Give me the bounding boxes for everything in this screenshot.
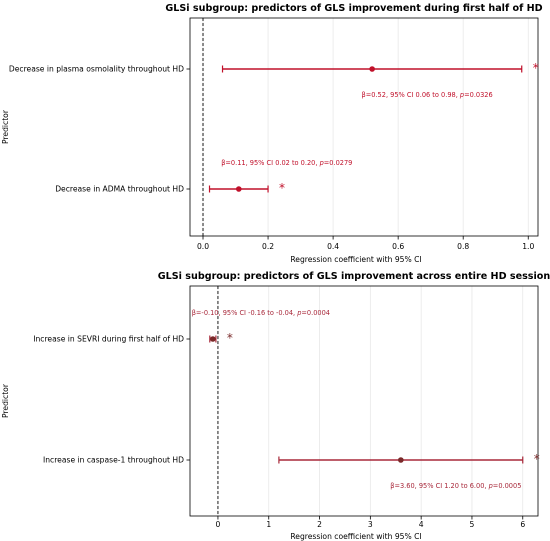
y-tick-label: Decrease in plasma osmolality throughout…: [9, 65, 184, 74]
x-tick-label: 3: [368, 520, 373, 529]
significance-star: *: [534, 452, 540, 466]
x-tick-label: 0.0: [197, 242, 209, 251]
point-estimate: [398, 457, 404, 463]
x-tick-label: 0.4: [327, 242, 339, 251]
significance-star: *: [533, 61, 539, 75]
x-tick-label: 5: [470, 520, 475, 529]
chart-title: GLSi subgroup: predictors of GLS improve…: [165, 3, 542, 14]
y-axis-label: Predictor: [1, 383, 10, 418]
axes-frame: [189, 17, 539, 237]
x-tick-label: 1.0: [522, 242, 534, 251]
y-tick-label: Increase in SEVRI during first half of H…: [33, 335, 184, 344]
significance-star: *: [227, 331, 233, 345]
x-tick-label: 0.2: [262, 242, 274, 251]
y-tick-label: Decrease in ADMA throughout HD: [55, 185, 184, 194]
x-tick-label: 6: [520, 520, 525, 529]
significance-star: *: [279, 181, 285, 195]
annotation-label: β=-0.10, 95% CI -0.16 to -0.04, p=0.0004: [192, 309, 330, 317]
x-tick-label: 2: [317, 520, 322, 529]
panel-2: GLSi subgroup: predictors of GLS improve…: [1, 271, 550, 541]
point-estimate: [210, 336, 216, 342]
x-axis-label: Regression coefficient with 95% CI: [290, 532, 421, 541]
axes-frame: [189, 285, 539, 517]
x-tick-label: 1: [266, 520, 271, 529]
y-axis-label: Predictor: [1, 109, 10, 144]
point-estimate: [235, 186, 242, 192]
point-estimate: [369, 66, 375, 72]
x-tick-label: 0.8: [457, 242, 469, 251]
panel-1: GLSi subgroup: predictors of GLS improve…: [1, 3, 543, 264]
x-tick-label: 0: [216, 520, 221, 529]
annotation-label: β=0.52, 95% CI 0.06 to 0.98, p=0.0326: [362, 91, 493, 99]
x-axis-label: Regression coefficient with 95% CI: [290, 255, 421, 264]
annotation-label: β=3.60, 95% CI 1.20 to 6.00, p=0.0005: [390, 482, 521, 490]
chart-title: GLSi subgroup: predictors of GLS improve…: [158, 271, 550, 282]
annotation-label: β=0.11, 95% CI 0.02 to 0.20, p=0.0279: [221, 159, 352, 167]
x-tick-label: 4: [419, 520, 424, 529]
y-tick-label: Increase in caspase-1 throughout HD: [43, 456, 184, 465]
x-tick-label: 0.6: [392, 242, 404, 251]
